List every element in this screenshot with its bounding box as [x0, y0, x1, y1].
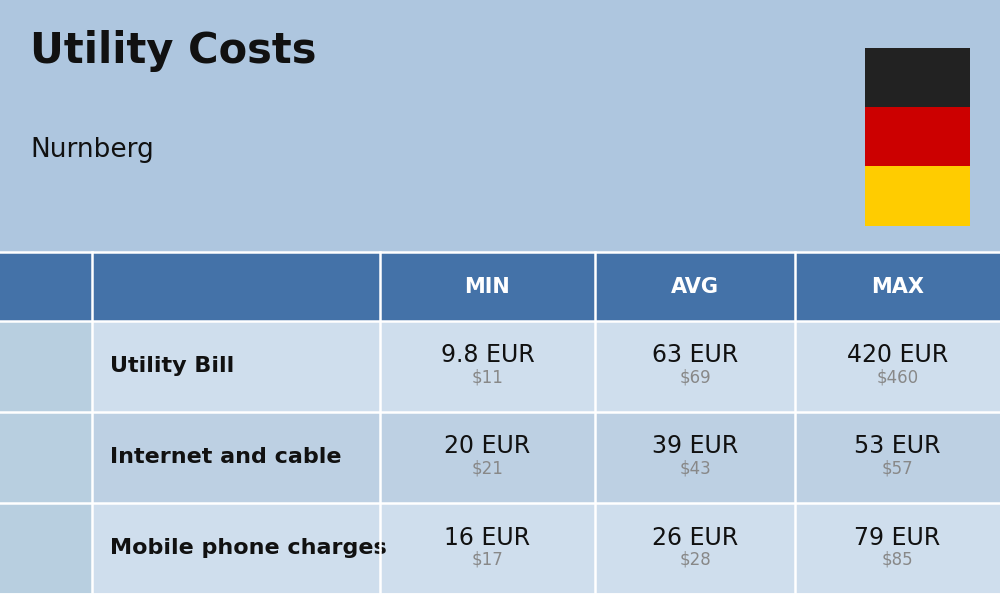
Text: Mobile phone charges: Mobile phone charges [110, 538, 387, 558]
Text: $17: $17 [472, 551, 503, 568]
Text: $85: $85 [882, 551, 913, 568]
Text: 79 EUR: 79 EUR [854, 526, 941, 549]
Bar [865, 107, 970, 166]
Bar [0, 321, 92, 412]
Bar [0, 412, 1000, 503]
Text: Utility Costs: Utility Costs [30, 30, 316, 72]
Text: 39 EUR: 39 EUR [652, 434, 738, 459]
Text: Internet and cable: Internet and cable [110, 447, 342, 467]
Text: $57: $57 [882, 459, 913, 478]
Text: 16 EUR: 16 EUR [444, 526, 531, 549]
Text: MIN: MIN [465, 277, 510, 296]
Text: 20 EUR: 20 EUR [444, 434, 531, 459]
Text: Utility Bill: Utility Bill [110, 356, 234, 377]
Bar [0, 412, 92, 503]
Text: Nurnberg: Nurnberg [30, 137, 154, 163]
Text: 53 EUR: 53 EUR [854, 434, 941, 459]
Text: $460: $460 [876, 368, 919, 386]
Text: $11: $11 [472, 368, 503, 386]
Text: 63 EUR: 63 EUR [652, 343, 738, 367]
Bar [0, 503, 92, 594]
Text: $28: $28 [679, 551, 711, 568]
Bar [865, 166, 970, 226]
Bar [0, 503, 1000, 594]
Text: 26 EUR: 26 EUR [652, 526, 738, 549]
Bar [865, 48, 970, 107]
Bar [0, 252, 1000, 321]
Text: AVG: AVG [671, 277, 719, 296]
Text: $69: $69 [679, 368, 711, 386]
Bar [0, 321, 1000, 412]
Text: MAX: MAX [871, 277, 924, 296]
Text: $21: $21 [472, 459, 503, 478]
Text: $43: $43 [679, 459, 711, 478]
Text: 420 EUR: 420 EUR [847, 343, 948, 367]
Text: 9.8 EUR: 9.8 EUR [441, 343, 534, 367]
